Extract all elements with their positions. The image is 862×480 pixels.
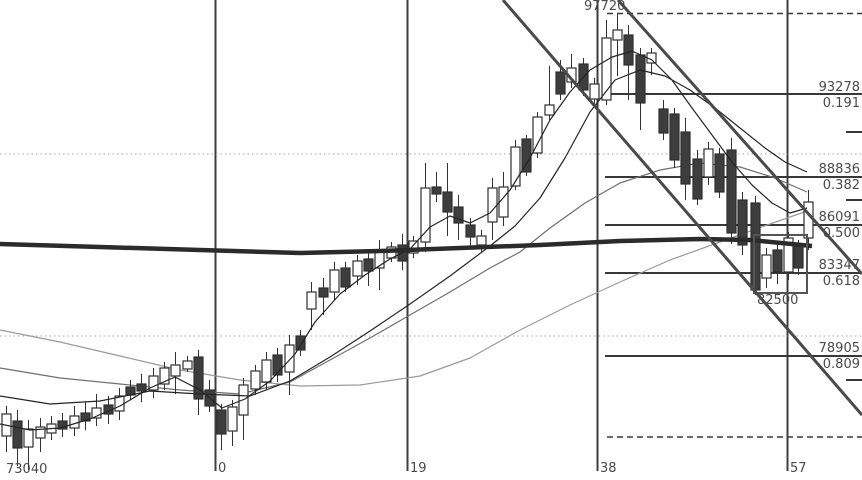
candle-body xyxy=(306,291,317,310)
candle-body xyxy=(295,335,306,351)
candle-body xyxy=(91,407,102,419)
ma-black-fast xyxy=(0,50,808,431)
candle-body xyxy=(272,354,283,376)
fib-price-label: 88836 xyxy=(818,162,860,177)
candle-body xyxy=(227,406,238,432)
candle-body xyxy=(23,428,34,448)
price-box xyxy=(753,234,808,294)
candle-body xyxy=(329,269,340,293)
swing-high-price-label: 97720 xyxy=(584,0,626,14)
candle-body xyxy=(726,149,737,234)
candle-body xyxy=(476,235,487,246)
candle-body xyxy=(431,186,442,195)
fib-ratio-label: 0.618 xyxy=(822,274,860,289)
candle-body xyxy=(340,267,351,288)
candle-body xyxy=(487,187,498,223)
candle-body xyxy=(35,426,46,439)
candle-body xyxy=(635,54,646,104)
candle-body xyxy=(601,37,612,101)
candle-body xyxy=(12,420,23,449)
candle-body xyxy=(680,131,691,185)
axis-tick-label: 38 xyxy=(600,461,617,476)
candle-body xyxy=(714,153,725,193)
candle-body xyxy=(261,359,272,383)
candle-body xyxy=(669,113,680,161)
fib-ratio-label: 0.191 xyxy=(822,96,860,111)
candle-body xyxy=(692,158,703,200)
fib-price-label: 83347 xyxy=(818,258,860,273)
axis-tick-label: 73040 xyxy=(6,462,48,477)
candle-body xyxy=(159,367,170,385)
candle-body xyxy=(442,191,453,213)
ma-thick-flat xyxy=(0,236,813,256)
candle-body xyxy=(182,360,193,370)
axis-tick-label: 0 xyxy=(218,461,227,476)
candle-body xyxy=(420,187,431,243)
candle-body xyxy=(170,364,181,377)
candle-body xyxy=(136,383,147,392)
candle-body xyxy=(318,287,329,298)
axis-tick-label: 19 xyxy=(410,461,427,476)
candle-body xyxy=(216,409,227,435)
fib-ratio-label: 0.382 xyxy=(822,178,860,193)
candle-body xyxy=(589,83,600,100)
ma-light-gray-slowest xyxy=(0,209,811,387)
candle-body xyxy=(453,206,464,224)
candle-body xyxy=(284,344,295,373)
candle-body xyxy=(352,260,363,277)
candle-body xyxy=(510,146,521,187)
candle-body xyxy=(465,224,476,238)
box-price-label: 82500 xyxy=(757,293,799,308)
fib-price-label: 78905 xyxy=(818,341,860,356)
candle-body xyxy=(80,412,91,422)
fib-price-label: 93278 xyxy=(818,80,860,95)
candle-body xyxy=(193,356,204,400)
candle-body xyxy=(363,258,374,272)
candle-body xyxy=(750,202,761,291)
candle-body xyxy=(408,240,419,254)
candle-body xyxy=(148,375,159,391)
candle-body xyxy=(737,199,748,246)
candle-body xyxy=(532,116,543,154)
fib-price-label: 86091 xyxy=(818,210,860,225)
candle-body xyxy=(521,138,532,173)
candle-body xyxy=(772,249,783,273)
fib-ratio-label: 0.500 xyxy=(822,226,860,241)
fib-ratio-label: 0.809 xyxy=(822,357,860,372)
candle-body xyxy=(544,104,555,116)
candle-body xyxy=(803,201,814,239)
axis-tick-label: 57 xyxy=(790,461,807,476)
candle-body xyxy=(623,34,634,66)
channel-lower xyxy=(501,0,862,416)
candle-body xyxy=(783,237,794,273)
candle-body xyxy=(703,148,714,178)
candle-body xyxy=(793,245,804,269)
channel-upper xyxy=(616,0,862,275)
candle-body xyxy=(250,370,261,390)
candle-body xyxy=(555,71,566,95)
candle-body xyxy=(69,415,80,429)
candle-body xyxy=(57,420,68,430)
candle-body xyxy=(658,108,669,134)
candle-body xyxy=(612,29,623,41)
candle-body xyxy=(761,254,772,279)
